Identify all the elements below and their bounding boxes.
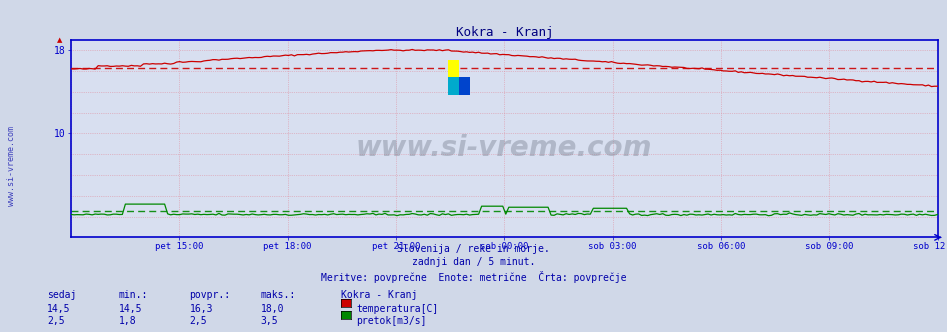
Title: Kokra - Kranj: Kokra - Kranj [456, 26, 553, 39]
FancyBboxPatch shape [448, 77, 458, 95]
Text: pretok[m3/s]: pretok[m3/s] [356, 316, 426, 326]
Text: zadnji dan / 5 minut.: zadnji dan / 5 minut. [412, 257, 535, 267]
Text: maks.:: maks.: [260, 290, 295, 300]
Text: 2,5: 2,5 [189, 316, 207, 326]
Text: ▲: ▲ [57, 37, 63, 43]
Text: 1,8: 1,8 [118, 316, 136, 326]
FancyBboxPatch shape [458, 77, 470, 95]
Text: www.si-vreme.com: www.si-vreme.com [356, 134, 652, 162]
Text: Kokra - Kranj: Kokra - Kranj [341, 290, 418, 300]
Text: www.si-vreme.com: www.si-vreme.com [7, 126, 16, 206]
Text: 3,5: 3,5 [260, 316, 278, 326]
Text: min.:: min.: [118, 290, 148, 300]
Text: sedaj: sedaj [47, 290, 77, 300]
Text: povpr.:: povpr.: [189, 290, 230, 300]
Text: 18,0: 18,0 [260, 304, 284, 314]
Text: 14,5: 14,5 [118, 304, 142, 314]
Text: temperatura[C]: temperatura[C] [356, 304, 438, 314]
Text: Slovenija / reke in morje.: Slovenija / reke in morje. [397, 244, 550, 254]
Text: Meritve: povprečne  Enote: metrične  Črta: povprečje: Meritve: povprečne Enote: metrične Črta:… [321, 271, 626, 283]
FancyBboxPatch shape [448, 60, 458, 77]
Text: 16,3: 16,3 [189, 304, 213, 314]
Text: 14,5: 14,5 [47, 304, 71, 314]
Text: 2,5: 2,5 [47, 316, 65, 326]
